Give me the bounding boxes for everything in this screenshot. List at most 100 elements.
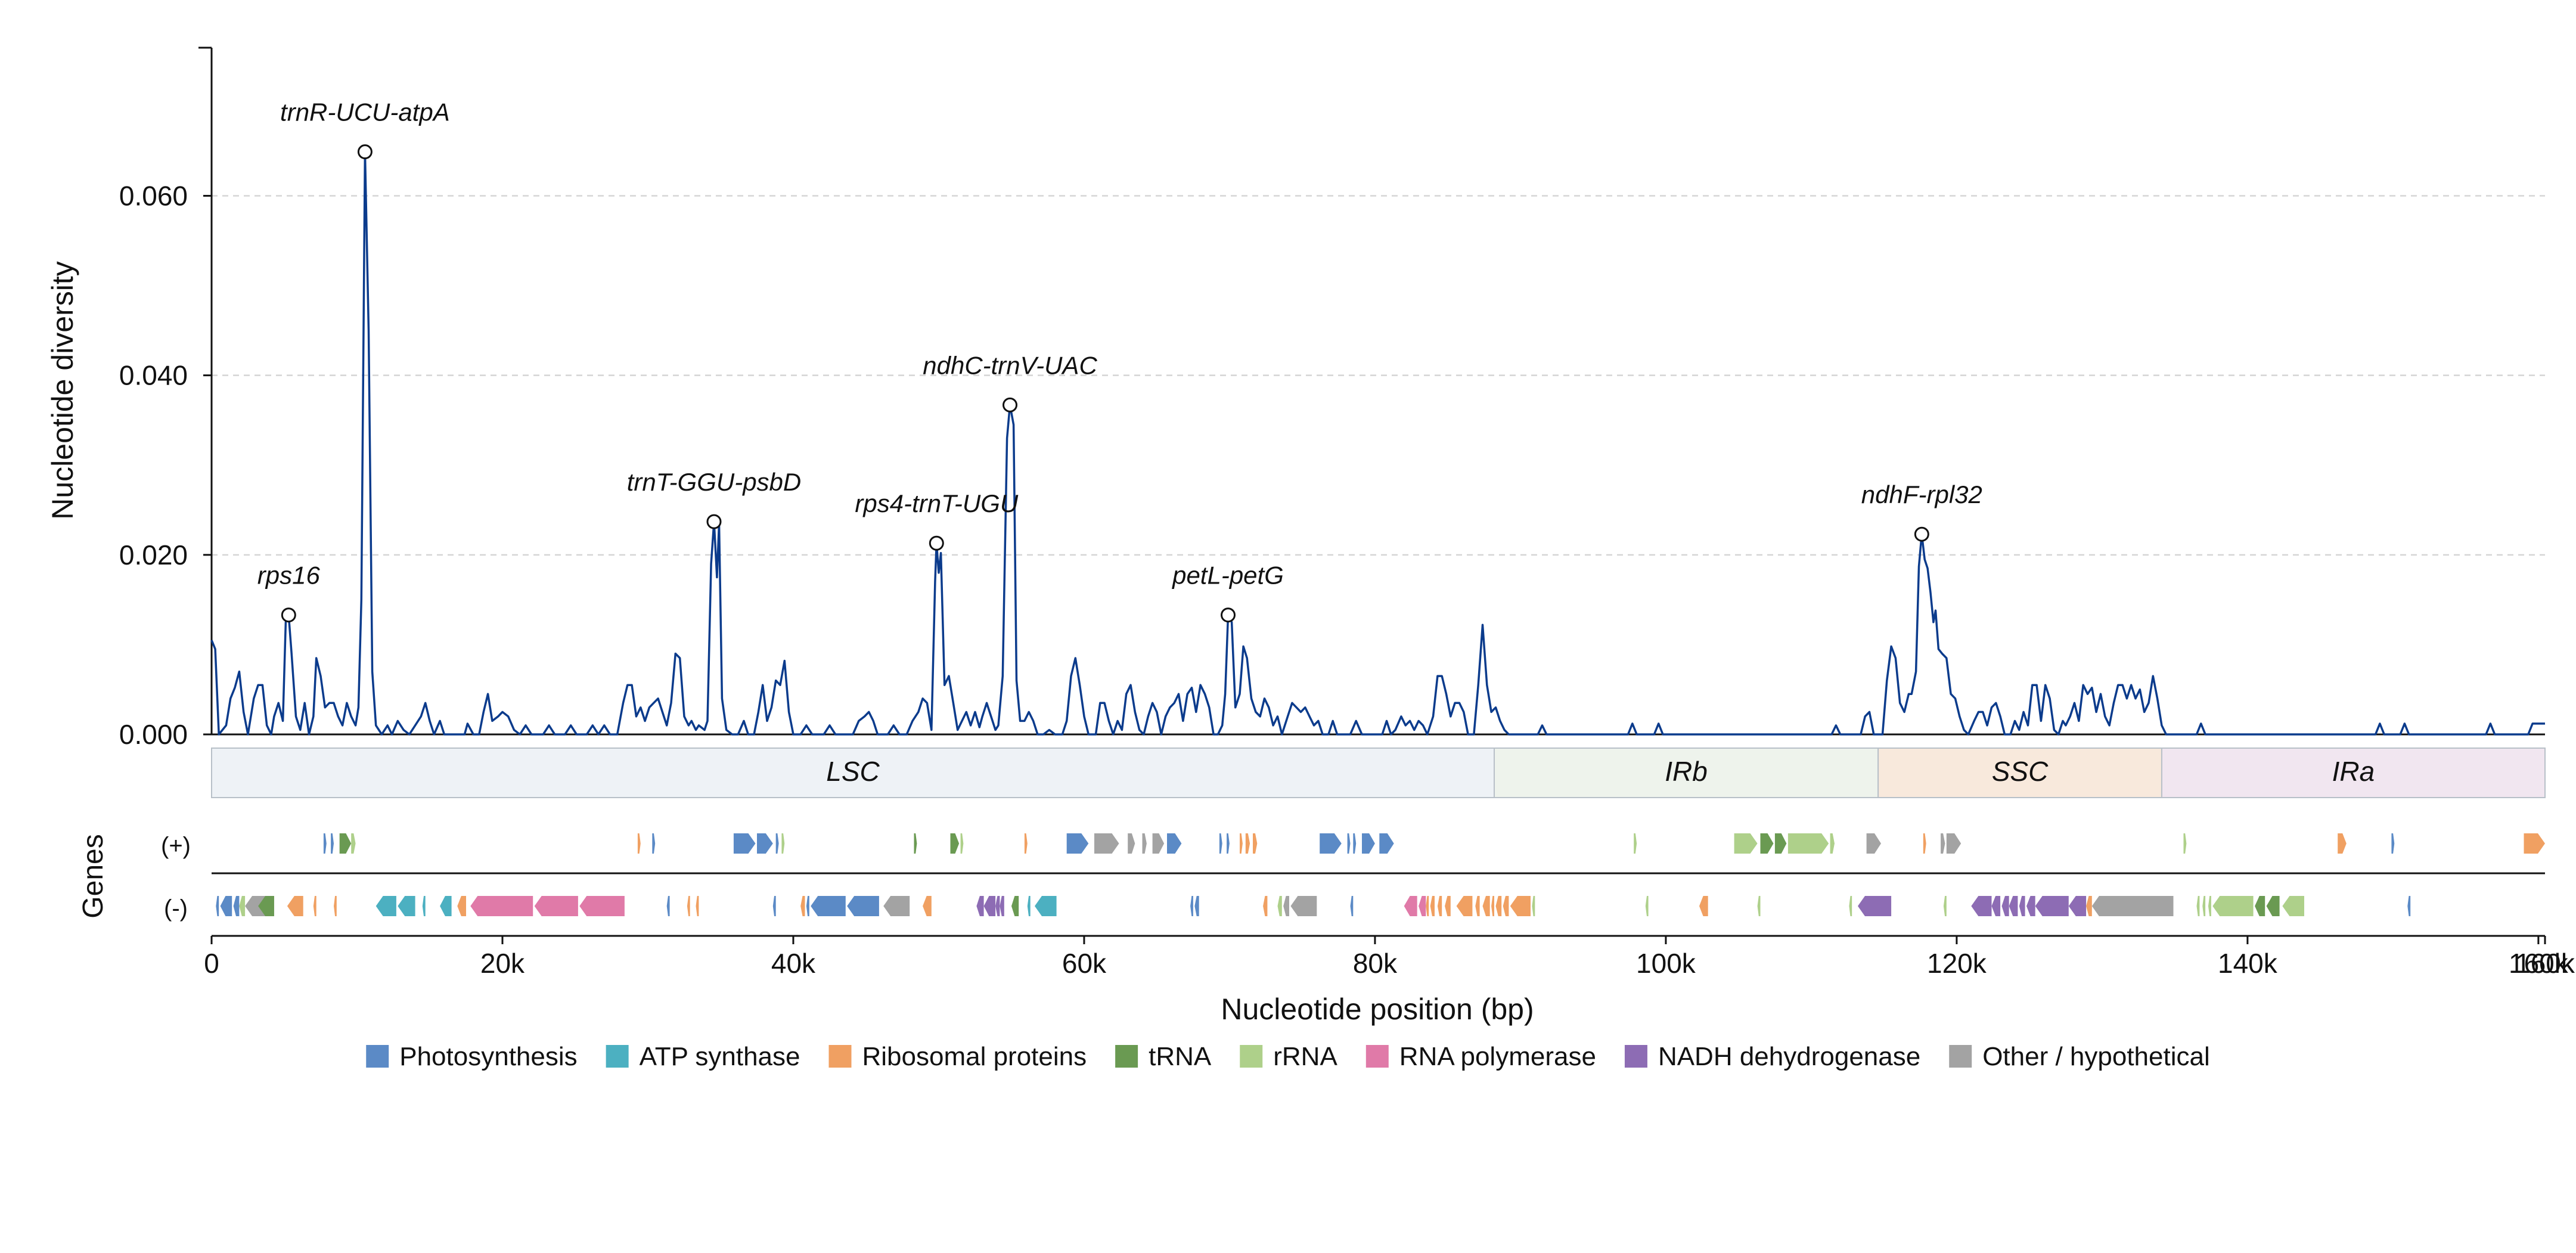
gene-arrow [914,833,917,854]
gene-arrow [847,896,879,916]
gene-arrow [216,896,219,916]
x-tick-label: 100k [1636,948,1696,979]
gene-arrow [1734,833,1758,854]
gene-arrow [637,833,641,854]
gene-arrow [1787,833,1829,854]
peak-marker [929,535,944,551]
gene-arrow [258,896,274,916]
gene-arrow [1923,833,1926,854]
genes-track-label: Genes [77,834,109,918]
genes-plus-strand [323,833,2545,854]
gene-arrow [2086,896,2092,916]
gene-arrow [757,833,773,854]
legend: Photosynthesis ATP synthase Ribosomal prot… [366,1042,2210,1071]
x-tick-label: 140k [2218,948,2278,979]
gene-arrow [1379,833,1394,854]
gene-arrow [1240,833,1243,854]
gene-arrow [2019,896,2025,916]
gene-arrow [950,833,960,854]
peak-label: rps16 [257,562,321,590]
gene-arrow [1347,833,1351,854]
region-label: SSC [1992,756,2049,787]
gene-arrow [1430,896,1435,916]
gene-arrow [1971,896,1992,916]
y-tick-label: 0.000 [119,719,188,750]
gene-arrow [775,833,779,854]
gene-arrow [1190,896,1193,916]
gene-arrow [375,896,396,916]
gene-arrow [1634,833,1637,854]
gene-arrow [313,896,316,916]
legend-swatch-ndh [1624,1045,1647,1068]
gene-arrow [781,833,785,854]
gene-arrow [652,833,656,854]
gene-arrow [1849,896,1852,916]
peak-marker [357,144,373,160]
gene-arrow [1194,896,1199,916]
plus-strand-label: (+) [161,833,191,859]
legend-swatch-rrna [1240,1045,1263,1068]
gene-arrow [220,896,232,916]
gene-arrow [772,896,776,916]
gene-arrow [1253,833,1258,854]
gene-arrow [983,896,996,916]
legend-swatch-rib [828,1045,852,1068]
gene-arrow [1491,896,1494,916]
gene-arrow [1035,896,1057,916]
gene-arrow [1353,833,1357,854]
gene-arrow [1475,896,1480,916]
gene-arrow [351,833,356,854]
gene-arrow [422,896,426,916]
gene-arrow [323,833,327,854]
peak-marker [1003,397,1018,413]
peak-label: trnT-GGU-psbD [627,468,802,496]
gene-arrow [1774,833,1787,854]
gene-arrow [1027,896,1031,916]
gene-arrow [1941,833,1945,854]
gene-arrow [1277,896,1282,916]
legend-swatch-trna [1115,1045,1138,1068]
minus-strand-label: (-) [164,895,188,922]
gene-arrow [666,896,670,916]
gene-arrow [1350,896,1354,916]
gene-arrow [883,896,910,916]
gene-arrow [1532,896,1535,916]
gene-arrow [1320,833,1342,854]
region-ssc [1877,748,2162,798]
gene-arrow [1011,896,1019,916]
region-irb [1494,748,1879,798]
x-tick-label: 0 [204,948,219,979]
gene-arrow [1699,896,1708,916]
gene-arrow [2524,833,2545,854]
gene-arrow [1456,896,1473,916]
y-gridlines [212,195,2545,556]
legend-label-atp: ATP synthase [640,1042,800,1071]
diversity-series [210,150,2545,736]
gene-arrow [1866,833,1881,854]
gene-arrow [1167,833,1182,854]
gene-arrow [1024,833,1028,854]
gene-arrow [923,896,932,916]
x-tick-label: 160k [2509,948,2569,979]
legend-label-oth: Other / hypothetical [1982,1042,2210,1071]
legend-swatch-ps [366,1045,389,1068]
gene-arrow [800,896,805,916]
gene-arrow [1404,896,1417,916]
legend-label-rib: Ribosomal proteins [862,1042,1087,1071]
gene-arrow [2026,896,2035,916]
gene-arrow [1510,896,1531,916]
y-tick-label: 0.040 [119,360,188,391]
gene-arrow [2068,896,2087,916]
gene-arrow [696,896,699,916]
x-axis-label: Nucleotide position (bp) [1221,993,1534,1026]
genes-minus-strand [216,896,2411,916]
gene-arrow [2183,833,2187,854]
gene-arrow [534,896,578,916]
gene-arrow [2091,896,2174,916]
peak-marker [706,514,722,529]
gene-arrow [2338,833,2347,854]
gene-arrow [1128,833,1135,854]
peak-label: rps4-trnT-UGU [855,489,1018,517]
